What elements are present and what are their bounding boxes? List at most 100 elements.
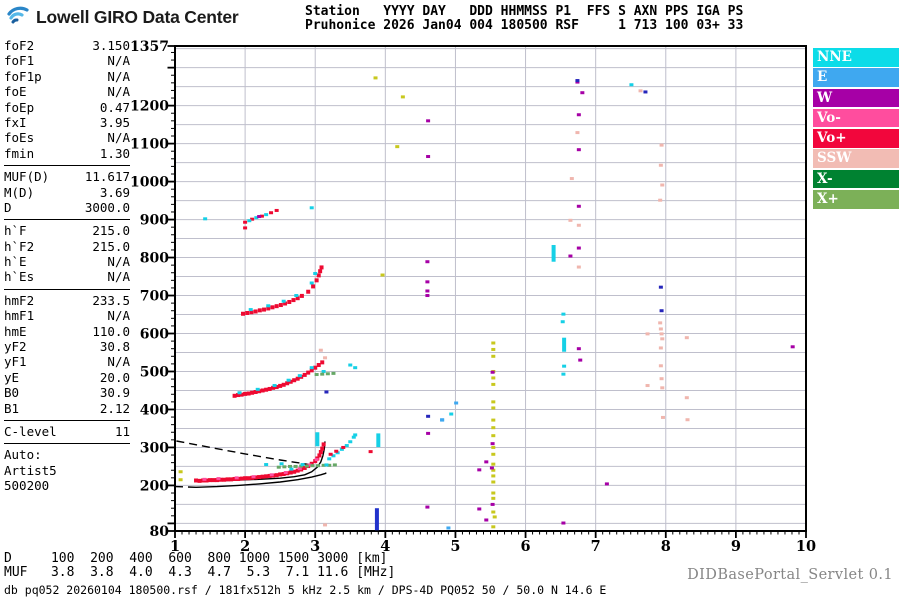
echo-dot-ssw-salmon: [645, 384, 650, 388]
station-header-columns: Station YYYY DAY DDD HHMMSS P1 FFS S AXN…: [305, 4, 744, 19]
echo-dot-ssw-salmon: [318, 348, 323, 352]
echo-dot-hop2-o-trace: [236, 393, 241, 398]
parameter-value: 20.0: [99, 369, 130, 385]
echo-dot-ssw-salmon: [659, 332, 664, 336]
echo-dot-w-purple: [790, 345, 795, 349]
panel-separator: [4, 419, 130, 421]
echo-dot-hop2-o-trace: [267, 386, 272, 391]
parameter-label: yF2: [4, 339, 27, 355]
echo-dot-yellow-column: [491, 347, 496, 351]
echo-dot-hop2-o-trace: [292, 378, 297, 383]
echo-dot-w-purple: [490, 442, 495, 446]
y-axis-label: 500: [140, 364, 169, 380]
echo-dot-hop1-o-trace: [225, 477, 230, 482]
echo-dot-hop1-xplus-green: [316, 464, 321, 468]
parameter-value: N/A: [107, 254, 130, 270]
echo-dot-hop4-red: [243, 226, 248, 230]
echo-dot-hop2-o-trace: [306, 370, 311, 375]
echo-dot-hop2-cyan: [321, 369, 326, 373]
profile-extrapolated-curve: [174, 485, 197, 488]
echo-dot-hop3-o-trace: [291, 298, 296, 303]
panel-separator: [4, 443, 130, 445]
parameter-row: h`F2 215.0: [4, 239, 130, 254]
echo-dot-hop2-o-trace: [285, 381, 290, 386]
echo-dot-hop3-o-trace: [318, 269, 323, 274]
legend-label: NNE: [817, 49, 852, 65]
echo-dot-hop2-cyan: [297, 374, 302, 378]
parameter-label: foEs: [4, 130, 35, 146]
y-axis-label: 800: [140, 251, 169, 267]
echo-dot-ssw-salmon: [323, 356, 328, 360]
echo-dot-hop1-o-trace: [208, 478, 213, 483]
echo-dot-hop2-cyan: [255, 387, 260, 391]
echo-dot-ssw-salmon: [658, 346, 663, 350]
station-header-values: Pruhonice 2026 Jan04 004 180500 RSF 1 71…: [305, 18, 744, 33]
echo-dot-hop1-xplus-green: [304, 464, 309, 468]
echo-dot-yellow-column: [491, 382, 496, 386]
parameter-row: foE N/A: [4, 84, 130, 99]
panel-text: 500200: [4, 478, 50, 494]
parameter-row: hmE 110.0: [4, 324, 130, 339]
parameter-row: MUF(D) 11.617: [4, 169, 130, 184]
echo-dot-hop2-o-trace: [302, 372, 307, 377]
echo-dot-hop1-o-trace: [239, 476, 244, 481]
distance-row: D 100 200 400 600 800 1000 1500 3000 [km…: [4, 551, 388, 566]
echo-dot-w-purple: [484, 460, 489, 464]
echo-dot-hop3-o-trace: [299, 293, 304, 298]
echo-dot-hop1-pink: [297, 467, 302, 471]
echo-dot-hop1-o-trace: [313, 459, 318, 464]
echo-dot-ssw-salmon: [660, 183, 665, 187]
echo-dot-w-purple: [477, 507, 482, 511]
y-axis-label: 80: [150, 524, 170, 540]
echo-dot-indigo: [658, 285, 663, 289]
parameter-label: h`E: [4, 254, 27, 270]
echo-dot-hop2-o-trace: [281, 382, 286, 387]
echo-dot-hop1-x-cyan: [348, 440, 353, 444]
echo-dot-yellow-column: [491, 445, 496, 449]
echo-dot-hop1-o-trace: [264, 474, 269, 479]
echo-dot-w-purple: [425, 280, 430, 284]
echo-dot-cyan-extras: [561, 372, 566, 376]
parameter-value: 3.69: [99, 184, 130, 200]
x-axis-label: 8: [661, 538, 671, 555]
echo-dot-yellow-column: [491, 406, 496, 410]
echo-dot-yellow-column: [491, 354, 496, 358]
y-axis-label: 1100: [130, 137, 169, 153]
echo-dot-hop1-o-trace: [243, 476, 248, 481]
cyan-bar-3: [551, 245, 556, 262]
echo-dot-hop1-pink: [269, 473, 274, 477]
parameter-label: yE: [4, 369, 20, 385]
echo-dot-hop1-o-trace: [229, 477, 234, 482]
cyan-bar-1: [315, 432, 320, 447]
parameter-label: foF1p: [4, 68, 42, 84]
echo-dot-hop2-cyan: [449, 412, 454, 416]
echo-dot-hop2-green: [320, 372, 325, 376]
echo-dot-ssw-salmon: [323, 523, 328, 527]
echo-dot-hop1-xplus-green: [293, 464, 298, 468]
echo-dot-indigo: [659, 309, 664, 313]
echo-dot-w-purple: [576, 148, 581, 152]
parameter-panel: foF2 3.150 foF1 N/A foF1p N/A foE N/A foEp 0.47 fx…: [4, 38, 130, 494]
echo-dot-hop1-xplus-green: [276, 465, 281, 469]
giro-logo[interactable]: Lowell GIRO Data Center: [6, 5, 239, 29]
giro-logo-text: Lowell GIRO Data Center: [36, 6, 239, 27]
echo-dot-indigo: [575, 79, 580, 83]
echo-dot-w-purple: [426, 119, 431, 123]
echo-dot-ssw-salmon: [685, 418, 690, 422]
echo-dot-hop1-x-cyan: [324, 463, 329, 467]
echo-dot-hop2-o-trace: [243, 391, 248, 396]
echo-dot-hop2-cyan: [348, 363, 353, 367]
echo-dot-w-purple: [425, 294, 430, 298]
echo-dot-ssw-salmon: [684, 336, 689, 340]
echo-dot-indigo: [643, 90, 648, 94]
legend-item-x: X+: [813, 189, 899, 209]
measurement-info: db pq052 20260104 180500.rsf / 181fx512h…: [4, 583, 607, 597]
parameter-value: N/A: [107, 269, 130, 285]
parameter-row: fmin 1.30: [4, 146, 130, 161]
echo-dot-ssw-salmon: [658, 163, 663, 167]
echo-dot-yellow-column: [491, 426, 496, 430]
parameter-value: 11.617: [84, 169, 130, 185]
echo-dot-hop1-x-cyan: [289, 467, 294, 471]
parameter-value: N/A: [107, 84, 130, 100]
cyan-bar-2: [376, 433, 381, 448]
